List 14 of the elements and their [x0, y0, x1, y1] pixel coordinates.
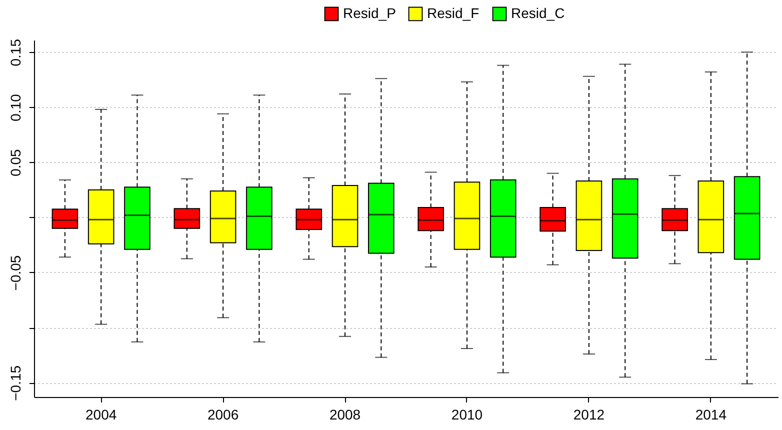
- x-tick-label: 2004: [86, 406, 117, 422]
- legend-label: Resid_C: [511, 4, 565, 21]
- y-tick-label: 0.15: [8, 38, 24, 66]
- x-tick-label: 2012: [573, 406, 605, 422]
- legend-label: Resid_F: [427, 4, 480, 21]
- x-tick-label: 2014: [695, 406, 727, 422]
- legend-label: Resid_P: [343, 4, 396, 21]
- y-tick-label: −0.15: [8, 365, 24, 401]
- x-tick-label: 2008: [329, 406, 361, 422]
- y-tick-label: 0.10: [8, 94, 24, 122]
- y-tick-label: −0.05: [8, 255, 24, 291]
- x-tick-label: 2010: [451, 406, 483, 422]
- y-tick-label: 0.05: [8, 148, 24, 176]
- x-tick-label: 2006: [207, 406, 239, 422]
